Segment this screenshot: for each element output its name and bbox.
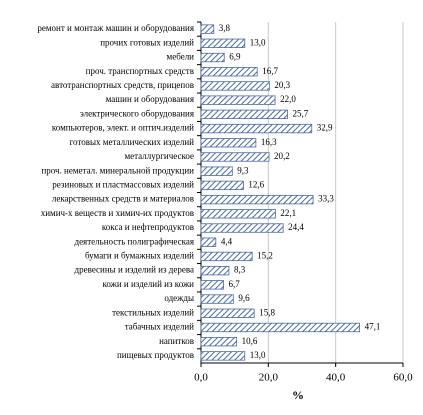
value-label: 22,0 <box>280 94 296 104</box>
bar <box>200 95 276 105</box>
bar <box>200 152 270 162</box>
bar <box>200 337 238 347</box>
x-axis-title: % <box>292 388 304 402</box>
y-tick-label: готовых металлических изделий <box>70 137 195 147</box>
y-tick-label: химич-х веществ и химич-их продуктов <box>41 208 194 218</box>
value-label: 9,6 <box>238 293 250 303</box>
y-tick-label: металлургическое <box>124 151 194 161</box>
x-tick-label: 40,0 <box>326 372 346 384</box>
bar <box>200 223 284 233</box>
y-tick-label: мебели <box>167 52 195 62</box>
y-tick-label: табачных изделий <box>125 322 194 332</box>
value-label: 13,0 <box>250 350 266 360</box>
bar <box>200 308 255 318</box>
y-tick-label: деятельность полиграфическая <box>74 236 194 246</box>
value-label: 25,7 <box>293 108 309 118</box>
bar <box>200 194 314 205</box>
y-tick-label: автотранспортных средств, прицепов <box>51 80 194 90</box>
bar <box>200 138 257 148</box>
x-tick-label: 60,0 <box>393 372 413 384</box>
bar <box>200 265 230 276</box>
bar <box>200 209 276 219</box>
value-label: 15,2 <box>257 251 273 261</box>
y-tick-label: кокса и нефтепродуктов <box>102 222 194 232</box>
bar <box>200 24 215 34</box>
bar <box>200 67 258 77</box>
y-tick-label: пищевых продуктов <box>117 350 194 360</box>
y-tick-label: напитков <box>159 336 194 346</box>
y-tick-label: резиновых и пластмассовых изделий <box>52 179 194 189</box>
y-tick-label: одежды <box>164 293 194 303</box>
bar <box>200 237 217 247</box>
bar <box>200 294 234 304</box>
value-label: 6,9 <box>229 52 241 62</box>
x-tick-label: 0,0 <box>194 372 208 384</box>
bar <box>200 81 270 91</box>
y-tick-label: машин и оборудования <box>106 94 194 104</box>
bar <box>200 280 224 290</box>
bar <box>200 322 360 333</box>
y-tick-label: текстильных изделий <box>112 307 194 317</box>
y-tick-label: компьютеров, элект. и оптич.изделий <box>52 123 194 133</box>
value-label: 10,6 <box>242 336 258 346</box>
value-label: 15,8 <box>259 307 275 317</box>
value-label: 6,7 <box>229 279 241 289</box>
value-label: 22,1 <box>280 208 296 218</box>
y-tick-label: лекарственных средств и материалов <box>52 194 194 204</box>
value-label: 9,3 <box>237 165 249 175</box>
bar <box>200 123 313 134</box>
value-label: 33,3 <box>318 194 334 204</box>
value-label: 20,2 <box>274 151 290 161</box>
bar <box>200 351 246 361</box>
bar <box>200 38 246 48</box>
y-tick-label: древесины и изделий из дерева <box>75 265 194 275</box>
bar <box>200 52 225 63</box>
value-label: 47,1 <box>365 322 381 332</box>
value-label: 20,3 <box>274 80 290 90</box>
y-tick-label: ремонт и монтаж машин и оборудования <box>37 23 194 33</box>
bar <box>200 166 233 176</box>
bar <box>200 251 253 262</box>
value-label: 24,4 <box>288 222 304 232</box>
x-tick-label: 20,0 <box>259 372 279 384</box>
value-label: 16,7 <box>262 66 278 76</box>
value-label: 16,3 <box>261 137 277 147</box>
y-tick-label: электрического оборудования <box>80 108 194 118</box>
bar <box>200 180 244 191</box>
value-label: 32,9 <box>317 123 333 133</box>
value-label: 13,0 <box>250 37 266 47</box>
y-tick-label: бумаги и бумажных изделий <box>85 251 194 261</box>
value-label: 12,6 <box>248 179 264 189</box>
bar <box>200 109 288 120</box>
y-tick-label: прочих готовых изделий <box>100 37 194 47</box>
y-tick-label: проч. транспортных средств <box>86 66 194 76</box>
value-label: 3,8 <box>219 23 231 33</box>
value-label: 4,4 <box>221 236 233 246</box>
y-tick-label: кожи и изделий из кожи <box>102 279 194 289</box>
value-label: 8,3 <box>234 265 246 275</box>
y-tick-label: проч. неметал. минеральной продукции <box>41 165 194 175</box>
